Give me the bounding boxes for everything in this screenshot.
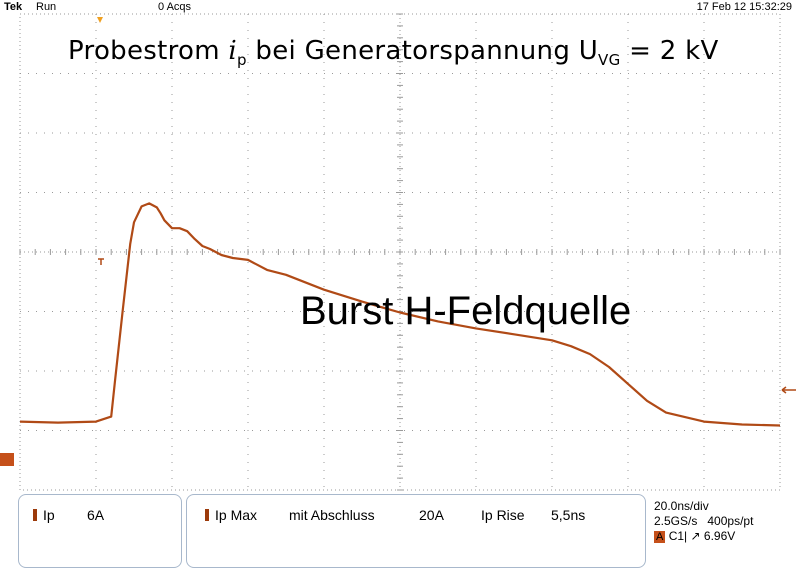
measurement-panel: Ip Max mit Abschluss 20A Ip Rise 5,5ns (186, 494, 646, 568)
brand-label: Tek (4, 1, 23, 13)
run-status: Run (36, 1, 57, 13)
sample-rate: 2.5GS/s (654, 514, 698, 528)
trigger-position-icon (97, 17, 103, 23)
channel-name: Ip (43, 507, 55, 523)
measurement-rise-name: Ip Rise (481, 507, 525, 523)
channel-readout-panel: Ip 6A (18, 494, 182, 568)
trigger-time-icon (98, 258, 104, 265)
channel-marker-icon (33, 509, 37, 521)
trigger-slope-icon: ↗ (690, 529, 701, 543)
source-annotation: Burst H-Feldquelle (300, 289, 632, 333)
waveform-trace (19, 202, 781, 427)
graticule (19, 13, 781, 491)
horizontal-scale: 20.0ns/div (654, 499, 709, 513)
measurement-rise-value: 5,5ns (551, 507, 586, 523)
status-bar: Tek Run 0 Acqs 17 Feb 12 15:32:29 (0, 0, 800, 14)
channel-scale: 6A (87, 507, 105, 523)
acquisition-count: 0 Acqs (158, 1, 192, 13)
scope-markers (0, 17, 796, 466)
channel-ground-marker-icon (0, 453, 14, 466)
trigger-level: 6.96V (703, 529, 736, 543)
measurement-marker-icon (205, 509, 209, 521)
record-resolution: 400ps/pt (707, 514, 754, 528)
datetime: 17 Feb 12 15:32:29 (696, 1, 792, 13)
chart-title: Probestrom ip bei Generatorspannung UVG … (68, 36, 719, 70)
measurement-note: mit Abschluss (289, 507, 375, 523)
timebase-panel: 20.0ns/div 2.5GS/s 400ps/pt A C1| ↗ 6.96… (650, 494, 800, 566)
trigger-mode-badge: A (654, 531, 666, 543)
trigger-source: C1 (668, 529, 685, 543)
measurement-max-value: 20A (419, 507, 444, 523)
title-symbol: i (228, 36, 238, 66)
trigger-level-arrow-icon (781, 386, 796, 394)
oscilloscope-display (0, 13, 796, 491)
measurement-max-name: Ip Max (215, 507, 258, 523)
